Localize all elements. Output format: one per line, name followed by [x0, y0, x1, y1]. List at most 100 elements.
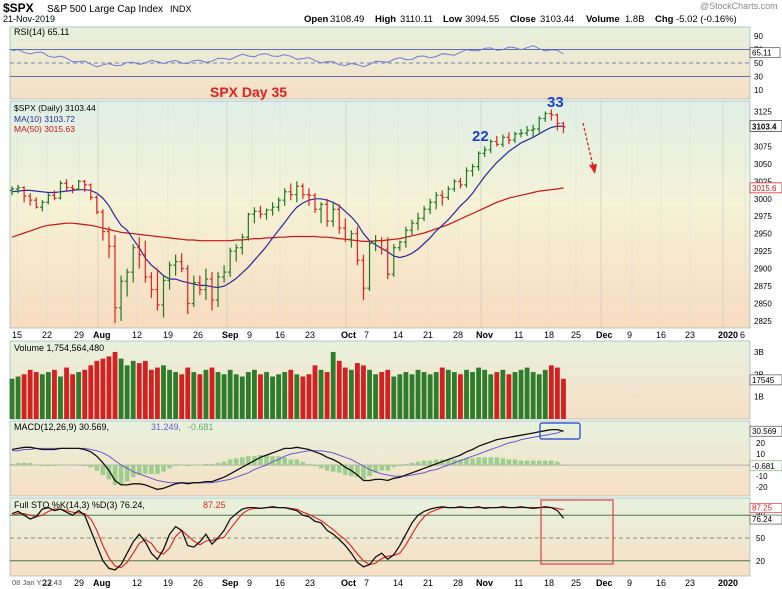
x-tick-label: 9: [627, 330, 632, 340]
price-bar: [318, 202, 324, 224]
rsi-tick-label: 30: [754, 73, 763, 82]
volume-bar: [39, 374, 45, 419]
macd-histogram-bar: [112, 465, 118, 485]
volume-bar: [9, 378, 15, 419]
price-bar: [555, 113, 560, 131]
price-tick-label: 3025: [754, 177, 772, 186]
x-tick-label-bottom: 19: [163, 578, 173, 588]
macd-histogram-bar: [488, 457, 494, 466]
volume-bar: [136, 363, 142, 419]
volume-bar: [348, 369, 354, 419]
volume-bar: [306, 374, 312, 419]
x-tick-label: Dec: [596, 330, 613, 340]
macd-histogram-bar: [70, 465, 75, 466]
price-tick-label: 2825: [754, 317, 772, 326]
volume-bar: [555, 367, 560, 419]
volume-bar: [300, 376, 306, 419]
macd-histogram-bar: [136, 465, 142, 475]
price-bar: [427, 198, 433, 215]
x-tick-label-bottom: 22: [42, 578, 52, 588]
stoch-legend-text: Full STO %K(14,3) %D(3) 76.24,: [14, 500, 145, 510]
macd-histogram-bar: [446, 459, 451, 466]
volume-bar: [409, 374, 415, 419]
low-label: Low: [443, 14, 463, 25]
volume-bar: [427, 374, 433, 419]
x-tick-label-bottom: 9: [247, 578, 252, 588]
price-bar: [149, 272, 154, 298]
ma10-line: [11, 125, 564, 289]
price-tick-label: 2950: [754, 230, 772, 239]
macd-histogram-bar: [300, 461, 306, 466]
volume-bar: [361, 365, 366, 419]
volume-bar: [451, 372, 457, 419]
macd-histogram-bar: [40, 465, 45, 467]
x-tick-label-bottom: 2020: [718, 578, 738, 588]
volume-bar: [397, 374, 403, 419]
rsi-legend: RSI(14) 65.11: [14, 27, 69, 37]
macd-histogram-bar: [106, 465, 112, 480]
volume-bar: [439, 367, 445, 419]
price-bar: [373, 235, 378, 252]
macd-histogram-bar: [336, 465, 342, 473]
price-bar: [124, 268, 130, 297]
volume-bar: [203, 369, 209, 419]
macd-histogram-bar: [173, 465, 178, 467]
price-bar: [106, 226, 112, 259]
volume-bar: [112, 351, 118, 419]
macd-histogram-bar: [52, 465, 57, 467]
ma50-tag-box: [749, 182, 782, 194]
macd-hist-legend-text: -0.681: [188, 422, 214, 432]
price-bar: [9, 186, 15, 196]
macd-histogram-bar: [476, 457, 481, 466]
price-bar: [227, 247, 233, 278]
price-bar: [518, 128, 524, 138]
price-bar: [512, 131, 518, 143]
volume-bar: [403, 372, 409, 419]
stoch-k-tag: 76.24: [752, 515, 773, 524]
down-arrow-icon: [582, 122, 597, 174]
x-tick-label-bottom: 16: [656, 578, 666, 588]
x-tick-label-bottom: 29: [74, 578, 84, 588]
price-bar: [524, 126, 530, 136]
stoch-legend-d-text: 87.25: [203, 500, 226, 510]
volume-bar: [52, 369, 57, 419]
x-tick-label: 28: [453, 330, 463, 340]
volume-bar: [355, 363, 360, 419]
macd-histogram-bar: [373, 465, 378, 473]
macd-histogram-bar: [282, 457, 287, 466]
price-bar: [246, 212, 251, 241]
volume-bar: [542, 369, 548, 419]
macd-histogram-bar: [76, 465, 81, 466]
macd-histogram-bar: [185, 465, 191, 467]
ma50-tag: 3015.6: [752, 184, 777, 193]
macd-histogram-bar: [203, 463, 209, 466]
macd-histogram-bar: [494, 457, 500, 466]
x-tick-label: 23: [305, 330, 315, 340]
price-tick-label: 3075: [754, 142, 772, 151]
macd-histogram-bar: [64, 465, 69, 466]
volume-bar: [258, 374, 263, 419]
macd-histogram-bar: [512, 459, 518, 466]
volume-bar: [433, 372, 439, 419]
x-tick-label: 14: [393, 330, 403, 340]
price-bar: [76, 179, 81, 191]
volume-bar: [458, 374, 463, 419]
price-bar: [282, 188, 287, 206]
volume-bar: [373, 374, 378, 419]
price-bar: [549, 109, 554, 121]
x-tick-label: 18: [544, 330, 554, 340]
volume-tick-label: 3B: [754, 348, 764, 357]
price-bar: [288, 183, 293, 201]
macd-last-tag: 30.569: [752, 427, 777, 436]
macd-histogram-bar: [433, 459, 439, 466]
stoch-d-tag-box: [749, 503, 782, 513]
price-bar: [294, 181, 300, 203]
macd-histogram-bar: [130, 465, 136, 478]
macd-signal-legend-text: 31.249,: [151, 422, 181, 432]
exchange: INDX: [170, 4, 192, 14]
macd-histogram-bar: [343, 465, 348, 475]
macd-histogram-bar: [191, 465, 197, 466]
macd-histogram-bar: [379, 465, 384, 471]
price-bar: [264, 208, 269, 220]
x-tick-label-bottom: 9: [627, 578, 632, 588]
